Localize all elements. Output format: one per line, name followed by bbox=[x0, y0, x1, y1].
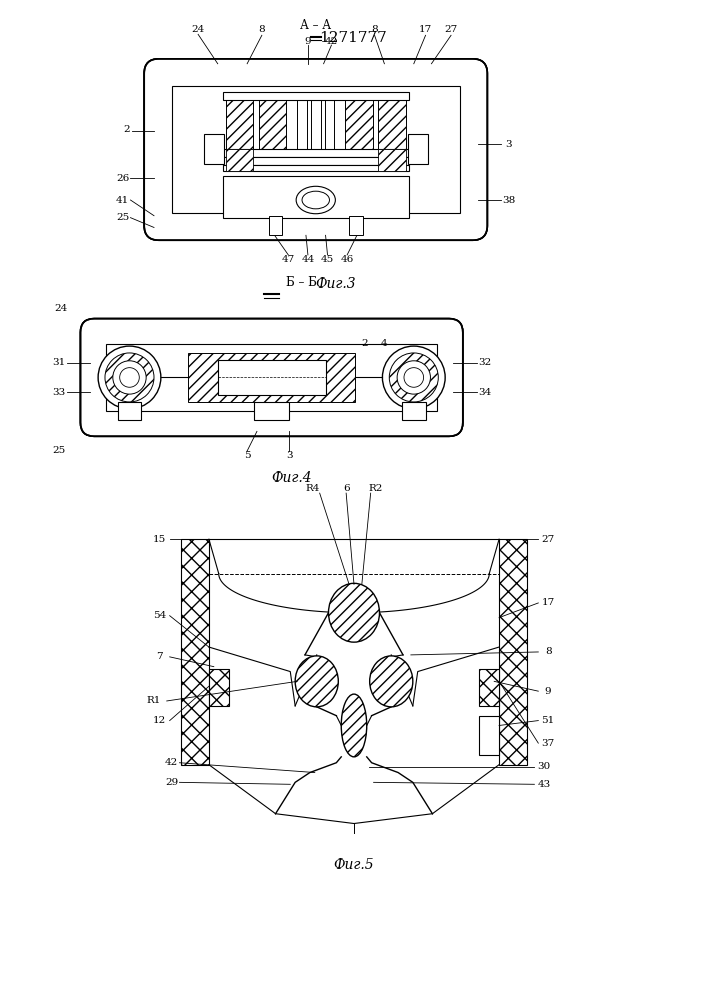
Bar bbox=[297, 95, 307, 162]
Bar bbox=[209, 669, 228, 706]
Bar bbox=[226, 149, 253, 171]
Text: 44: 44 bbox=[301, 255, 315, 264]
Text: 1271777: 1271777 bbox=[319, 31, 387, 45]
Text: Фиг.4: Фиг.4 bbox=[271, 471, 312, 485]
Text: 2: 2 bbox=[361, 339, 368, 348]
Ellipse shape bbox=[98, 346, 161, 409]
Bar bbox=[254, 402, 289, 420]
Bar bbox=[223, 149, 409, 157]
Ellipse shape bbox=[302, 191, 329, 209]
Text: 32: 32 bbox=[478, 358, 491, 367]
FancyBboxPatch shape bbox=[81, 319, 463, 436]
Text: 12: 12 bbox=[153, 716, 167, 725]
Text: 37: 37 bbox=[542, 739, 555, 748]
Text: 34: 34 bbox=[478, 388, 491, 397]
FancyBboxPatch shape bbox=[144, 59, 487, 240]
Text: 6: 6 bbox=[343, 484, 349, 493]
Bar bbox=[479, 716, 499, 755]
Ellipse shape bbox=[404, 368, 423, 387]
Bar bbox=[223, 165, 409, 171]
Ellipse shape bbox=[382, 346, 445, 409]
Text: 4: 4 bbox=[381, 339, 387, 348]
Text: R1: R1 bbox=[147, 696, 161, 705]
Bar bbox=[479, 669, 499, 706]
Text: 51: 51 bbox=[542, 716, 555, 725]
Bar bbox=[345, 98, 373, 149]
Bar bbox=[223, 176, 409, 218]
Text: 38: 38 bbox=[502, 196, 515, 205]
Text: 24: 24 bbox=[54, 304, 67, 313]
Bar bbox=[226, 98, 253, 149]
Bar bbox=[259, 98, 286, 149]
Bar bbox=[378, 149, 406, 171]
Text: 9: 9 bbox=[545, 687, 551, 696]
Bar bbox=[188, 353, 355, 402]
Text: 54: 54 bbox=[153, 611, 167, 620]
Ellipse shape bbox=[295, 656, 339, 707]
Bar bbox=[172, 86, 460, 213]
Text: R2: R2 bbox=[368, 484, 382, 493]
Text: 24: 24 bbox=[192, 25, 205, 34]
Ellipse shape bbox=[119, 368, 139, 387]
Text: 45: 45 bbox=[321, 255, 334, 264]
Bar bbox=[311, 95, 321, 162]
Text: 8: 8 bbox=[371, 25, 378, 34]
Text: 46: 46 bbox=[341, 255, 354, 264]
Bar bbox=[325, 95, 334, 162]
Ellipse shape bbox=[329, 583, 380, 642]
Text: 43: 43 bbox=[537, 780, 551, 789]
Text: А – А: А – А bbox=[300, 19, 332, 32]
Bar bbox=[499, 539, 527, 765]
Text: 27: 27 bbox=[445, 25, 457, 34]
Ellipse shape bbox=[113, 361, 146, 394]
Text: 41: 41 bbox=[116, 196, 129, 205]
Bar bbox=[349, 216, 363, 235]
Ellipse shape bbox=[370, 656, 413, 707]
FancyBboxPatch shape bbox=[81, 319, 463, 436]
Text: Фиг.5: Фиг.5 bbox=[334, 858, 374, 872]
Bar bbox=[182, 539, 209, 765]
Text: R4: R4 bbox=[305, 484, 320, 493]
FancyBboxPatch shape bbox=[144, 59, 487, 240]
Text: 8: 8 bbox=[545, 647, 551, 656]
Ellipse shape bbox=[296, 186, 335, 214]
Text: 26: 26 bbox=[116, 174, 129, 183]
Text: 17: 17 bbox=[542, 598, 555, 607]
Bar bbox=[408, 134, 428, 164]
Ellipse shape bbox=[390, 353, 438, 402]
Bar bbox=[218, 360, 325, 395]
Bar bbox=[106, 344, 438, 411]
Bar bbox=[223, 92, 409, 100]
Text: 15: 15 bbox=[153, 535, 167, 544]
Text: 2: 2 bbox=[123, 125, 130, 134]
Bar bbox=[204, 134, 223, 164]
Text: 5: 5 bbox=[244, 451, 250, 460]
Text: 3: 3 bbox=[506, 140, 512, 149]
Text: 42: 42 bbox=[325, 37, 338, 46]
Text: 7: 7 bbox=[156, 652, 163, 661]
Ellipse shape bbox=[341, 694, 367, 757]
Text: 25: 25 bbox=[52, 446, 66, 455]
Text: 29: 29 bbox=[165, 778, 178, 787]
Text: 31: 31 bbox=[52, 358, 66, 367]
Bar bbox=[269, 216, 282, 235]
Text: 30: 30 bbox=[537, 762, 551, 771]
Text: 33: 33 bbox=[52, 388, 66, 397]
Ellipse shape bbox=[105, 353, 154, 402]
Bar bbox=[118, 402, 141, 420]
Text: 47: 47 bbox=[281, 255, 295, 264]
Text: Фиг.3: Фиг.3 bbox=[315, 277, 356, 291]
Text: 42: 42 bbox=[165, 758, 178, 767]
Text: 3: 3 bbox=[286, 451, 293, 460]
Bar bbox=[223, 157, 409, 165]
Text: 27: 27 bbox=[542, 535, 555, 544]
Bar bbox=[378, 98, 406, 149]
Ellipse shape bbox=[397, 361, 431, 394]
Text: Б – Б: Б – Б bbox=[286, 276, 317, 289]
Text: 8: 8 bbox=[259, 25, 265, 34]
Text: 17: 17 bbox=[419, 25, 432, 34]
Text: 25: 25 bbox=[116, 213, 129, 222]
Text: 9: 9 bbox=[305, 37, 311, 46]
Bar bbox=[402, 402, 426, 420]
